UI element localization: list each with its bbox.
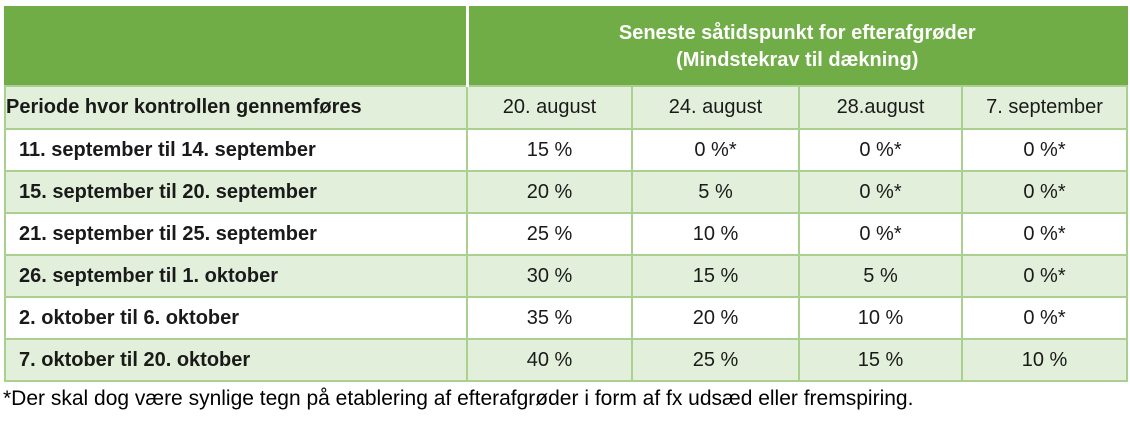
merged-header-cell: Seneste såtidspunkt for efterafgrøder (M… (465, 6, 1128, 87)
period-cell: 26. september til 1. oktober (4, 254, 468, 298)
value-cell: 5 % (631, 170, 800, 214)
value-cell: 15 % (798, 338, 963, 382)
period-cell: 21. september til 25. september (4, 212, 468, 256)
value-cell: 0 %* (961, 212, 1128, 256)
date-column-header-2: 24. august (631, 85, 800, 130)
merged-header-line2: (Mindstekrav til dækning) (676, 48, 919, 71)
value-cell: 10 % (961, 338, 1128, 382)
value-cell: 30 % (466, 254, 633, 298)
value-cell: 5 % (798, 254, 963, 298)
value-cell: 20 % (466, 170, 633, 214)
table-row: 2. oktober til 6. oktober 35 % 20 % 10 %… (4, 296, 1128, 340)
table-column-header-row: Periode hvor kontrollen gennemføres 20. … (4, 85, 1128, 130)
table-footnote: *Der skal dog være synlige tegn på etabl… (3, 387, 914, 410)
table-row: 15. september til 20. september 20 % 5 %… (4, 170, 1128, 214)
value-cell: 0 %* (798, 128, 963, 172)
date-column-header-3: 28.august (798, 85, 963, 130)
period-cell: 11. september til 14. september (4, 128, 468, 172)
cover-crop-deadline-table: Seneste såtidspunkt for efterafgrøder (M… (4, 6, 1128, 382)
value-cell: 25 % (631, 338, 800, 382)
value-cell: 0 %* (961, 254, 1128, 298)
table-row: 26. september til 1. oktober 30 % 15 % 5… (4, 254, 1128, 298)
value-cell: 15 % (466, 128, 633, 172)
period-cell: 7. oktober til 20. oktober (4, 338, 468, 382)
value-cell: 10 % (798, 296, 963, 340)
value-cell: 15 % (631, 254, 800, 298)
date-column-header-4: 7. september (961, 85, 1128, 130)
table-top-header-row: Seneste såtidspunkt for efterafgrøder (M… (4, 6, 1128, 87)
value-cell: 0 %* (798, 212, 963, 256)
empty-corner-cell (4, 6, 468, 87)
period-cell: 15. september til 20. september (4, 170, 468, 214)
merged-header-line1: Seneste såtidspunkt for efterafgrøder (618, 21, 976, 44)
value-cell: 0 %* (631, 128, 800, 172)
value-cell: 0 %* (798, 170, 963, 214)
table-row: 7. oktober til 20. oktober 40 % 25 % 15 … (4, 338, 1128, 382)
value-cell: 10 % (631, 212, 800, 256)
period-column-header: Periode hvor kontrollen gennemføres (4, 85, 468, 130)
value-cell: 40 % (466, 338, 633, 382)
value-cell: 20 % (631, 296, 800, 340)
table-row: 11. september til 14. september 15 % 0 %… (4, 128, 1128, 172)
value-cell: 25 % (466, 212, 633, 256)
period-cell: 2. oktober til 6. oktober (4, 296, 468, 340)
table-row: 21. september til 25. september 25 % 10 … (4, 212, 1128, 256)
date-column-header-1: 20. august (466, 85, 633, 130)
value-cell: 0 %* (961, 170, 1128, 214)
value-cell: 35 % (466, 296, 633, 340)
value-cell: 0 %* (961, 296, 1128, 340)
value-cell: 0 %* (961, 128, 1128, 172)
